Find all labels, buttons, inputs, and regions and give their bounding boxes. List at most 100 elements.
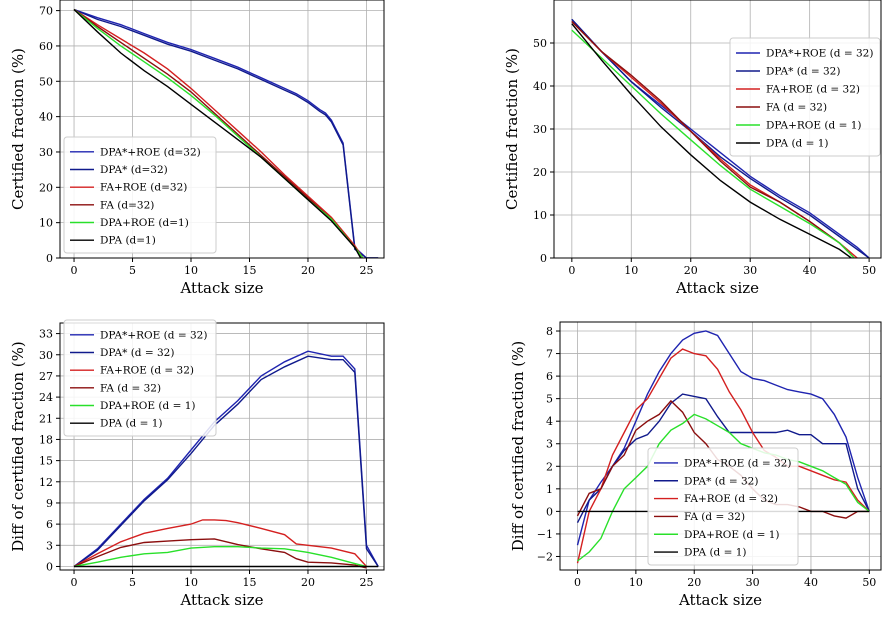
legend-label: DPA+ROE (d = 1) [766,120,861,132]
x-tick-label: 0 [568,264,575,277]
x-tick-label: 20 [301,576,315,589]
legend: DPA*+ROE (d = 32) DPA* (d = 32) FA+ROE (d … [647,447,799,566]
series-line-2 [73,355,379,568]
y-tick-label: 6 [546,370,553,383]
x-tick-label: 15 [242,264,256,277]
series-line-3 [576,348,870,564]
x-tick-label: 25 [359,264,373,277]
legend-label: DPA (d = 1) [766,138,829,150]
x-tick-label: 10 [624,264,638,277]
x-tick-label: 5 [129,576,136,589]
x-tick-label: 15 [242,576,256,589]
series-line-1 [73,8,379,258]
y-tick-label: 30 [39,146,53,159]
x-tick-label: 10 [629,576,643,589]
y-tick-label: 10 [533,209,547,222]
legend-label: DPA* (d=32) [100,164,168,176]
y-tick-label: 9 [46,497,53,510]
series-line-1 [576,330,870,546]
series-line-6 [73,8,362,258]
legend-label: DPA (d = 1) [684,547,747,559]
chart-panel-1: 0 5 10 15 20 25 0 10 20 30 40 50 60 70 Attack size Cert… [9,0,385,297]
legend-label: DPA (d = 1) [100,418,163,430]
y-tick-label: 40 [533,80,547,93]
x-tick-label: 25 [359,576,373,589]
y-tick-label: 33 [39,328,53,341]
legend-label: DPA+ROE (d = 1) [684,529,779,541]
y-tick-label: 0 [46,252,53,265]
y-tick-label: 0 [540,252,547,265]
x-tick-label: 20 [687,576,701,589]
x-tick-label: 20 [684,264,698,277]
legend-box [729,37,881,157]
series-line-2 [73,8,379,258]
x-tick-label: 10 [184,264,198,277]
y-tick-label: 1 [546,483,553,496]
series-line-5 [577,413,870,562]
legend-label: FA (d = 32) [100,382,161,394]
legend-box [647,447,799,566]
y-tick-label: 40 [39,111,53,124]
legend-label: DPA*+ROE (d = 32) [766,48,873,60]
y-tick-label: 24 [39,391,53,404]
series-line-5 [571,29,855,258]
y-tick-label: 2 [546,460,553,473]
series-line-6 [571,23,852,258]
y-tick-label: 60 [39,40,53,53]
legend-label: DPA*+ROE (d=32) [100,146,201,158]
chart-panel-4: 0 10 20 30 40 50 −2 −1 0 1 2 3 4 5 6 7 8 Attack size Diff … [509,321,882,609]
legend: DPA*+ROE (d=32) DPA* (d=32) FA+ROE (d=32) F… [63,136,217,254]
y-tick-label: 50 [39,75,53,88]
y-tick-label: 0 [546,505,553,518]
y-tick-label: 20 [39,181,53,194]
y-tick-label: 10 [39,217,53,230]
legend-label: DPA* (d = 32) [100,347,174,359]
legend-label: DPA (d=1) [100,235,156,247]
y-tick-label: −1 [537,528,553,541]
x-axis-label: Attack size [675,279,759,297]
x-axis-label: Attack size [179,591,263,609]
y-axis-label: Certified fraction (%) [503,48,521,210]
y-tick-label: 70 [39,5,53,18]
y-tick-label: 4 [546,415,553,428]
y-tick-label: 0 [46,560,53,573]
y-tick-label: −2 [537,550,553,563]
y-tick-label: 30 [533,123,547,136]
legend-box [63,136,217,254]
series-line-4 [571,21,855,258]
y-tick-label: 21 [39,412,53,425]
x-axis-label: Attack size [179,279,263,297]
x-tick-label: 40 [804,576,818,589]
x-tick-label: 10 [184,576,198,589]
y-tick-label: 8 [546,325,553,338]
x-tick-label: 50 [862,264,876,277]
axes-frame [559,321,882,571]
y-tick-label: 50 [533,37,547,50]
y-tick-label: 12 [39,476,53,489]
y-axis-label: Diff of certified fraction (%) [509,341,527,551]
x-tick-label: 0 [71,264,78,277]
x-tick-label: 40 [803,264,817,277]
legend: DPA*+ROE (d = 32) DPA* (d = 32) FA+ROE (d … [63,319,217,437]
y-tick-label: 7 [546,348,553,361]
chart-panel-3: 0 5 10 15 20 25 0 3 6 9 12 15 18 21 24 27 30 33 Attack siz… [9,319,385,609]
y-tick-label: 6 [46,518,53,531]
y-tick-label: 27 [39,370,53,383]
legend-label: FA+ROE (d = 32) [684,493,778,505]
series-line-5 [73,546,367,568]
x-tick-label: 30 [743,264,757,277]
x-tick-label: 30 [746,576,760,589]
y-tick-label: 3 [46,539,53,552]
series-line-3 [73,8,364,258]
y-tick-label: 15 [39,455,53,468]
legend-label: DPA* (d = 32) [684,475,758,487]
series-line-2 [576,393,870,524]
x-tick-label: 20 [301,264,315,277]
x-tick-label: 0 [574,576,581,589]
legend-label: DPA+ROE (d = 1) [100,400,195,412]
x-tick-label: 0 [71,576,78,589]
legend-label: DPA* (d = 32) [766,66,840,78]
chart-panel-2: 0 10 20 30 40 50 0 10 20 30 40 50 Attack size Certifi… [503,0,882,297]
axes-frame [59,0,385,259]
